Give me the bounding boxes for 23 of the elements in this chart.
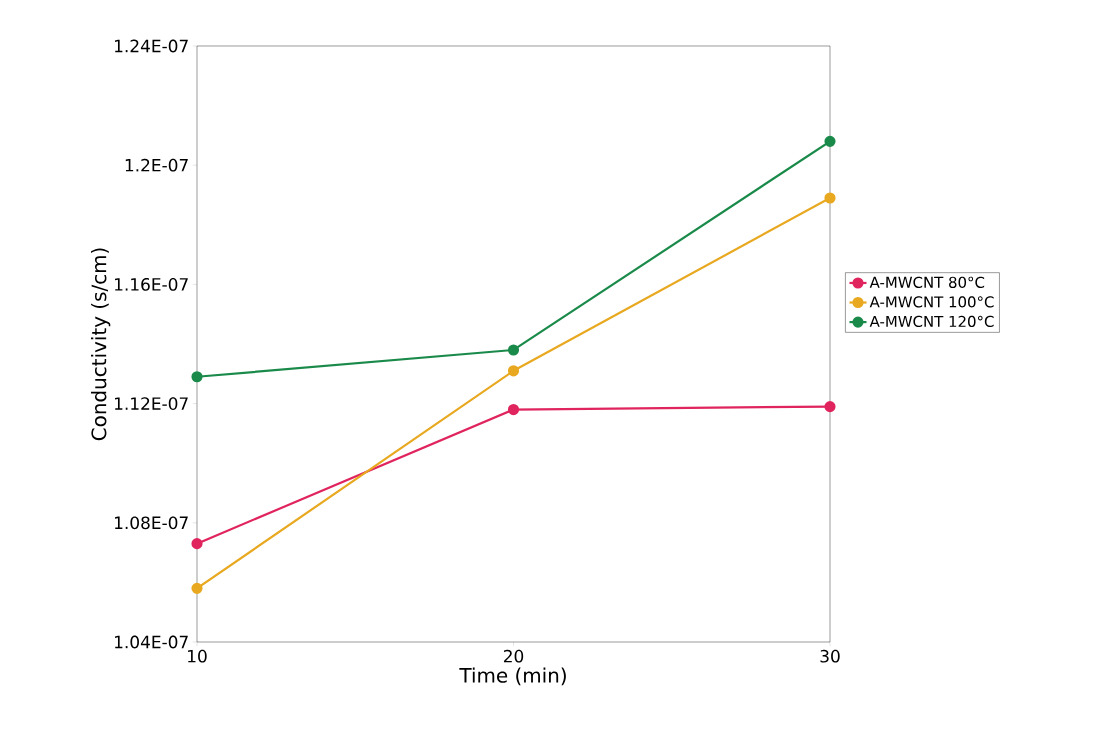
legend-label: A-MWCNT 80°C	[869, 276, 985, 288]
x-axis-title: Time (min)	[459, 667, 566, 686]
point	[507, 344, 520, 356]
y-axis-title: Conductivity (s/cm)	[91, 248, 111, 441]
point	[507, 403, 520, 416]
legend-label: A-MWCNT 100°C	[869, 296, 994, 308]
point	[824, 400, 836, 413]
y-tick-label: 1.04E-07	[115, 635, 188, 649]
y-tick-label: 1.08E-07	[115, 516, 188, 530]
point	[191, 538, 203, 550]
point	[507, 365, 520, 377]
point	[191, 371, 203, 383]
point	[191, 582, 203, 594]
x-tick-label: 20	[503, 649, 524, 663]
x-tick-label: 10	[188, 649, 207, 663]
x-tick-label: 30	[820, 649, 840, 663]
y-tick-label: 1.12E-07	[115, 397, 188, 410]
y-tick-label: 1.2E-07	[125, 158, 188, 172]
point	[824, 192, 836, 204]
y-tick-label: 1.24E-07	[115, 39, 188, 53]
point	[824, 135, 836, 147]
y-tick-label: 1.16E-07	[115, 277, 188, 291]
legend-label: A-MWCNT 120°C	[869, 315, 994, 328]
